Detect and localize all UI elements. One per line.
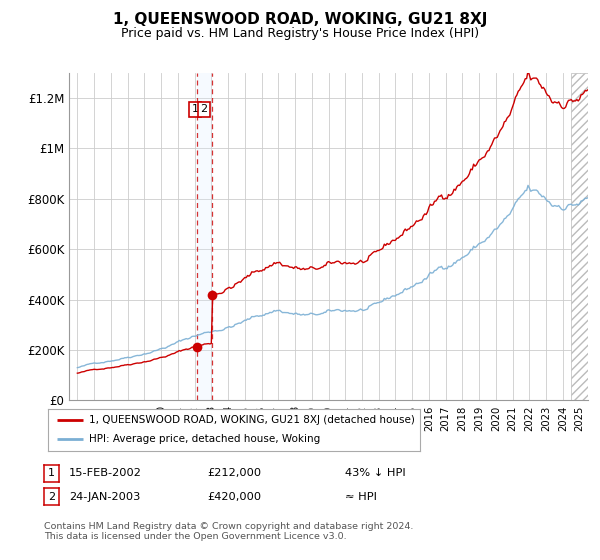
Text: 24-JAN-2003: 24-JAN-2003 (69, 492, 140, 502)
Text: Price paid vs. HM Land Registry's House Price Index (HPI): Price paid vs. HM Land Registry's House … (121, 27, 479, 40)
Text: HPI: Average price, detached house, Woking: HPI: Average price, detached house, Woki… (89, 435, 320, 445)
Text: 2: 2 (48, 492, 55, 502)
Bar (571, 73, 590, 400)
Text: This data is licensed under the Open Government Licence v3.0.: This data is licensed under the Open Gov… (44, 532, 346, 541)
Text: 15-FEB-2002: 15-FEB-2002 (69, 468, 142, 478)
Text: 1: 1 (191, 104, 199, 114)
Text: £212,000: £212,000 (207, 468, 261, 478)
Bar (197, 73, 212, 400)
Text: 1, QUEENSWOOD ROAD, WOKING, GU21 8XJ: 1, QUEENSWOOD ROAD, WOKING, GU21 8XJ (113, 12, 487, 27)
Text: 1, QUEENSWOOD ROAD, WOKING, GU21 8XJ (detached house): 1, QUEENSWOOD ROAD, WOKING, GU21 8XJ (de… (89, 415, 415, 425)
Text: 1: 1 (48, 468, 55, 478)
Text: ≈ HPI: ≈ HPI (345, 492, 377, 502)
Text: 43% ↓ HPI: 43% ↓ HPI (345, 468, 406, 478)
Text: 2: 2 (200, 104, 208, 114)
Text: £420,000: £420,000 (207, 492, 261, 502)
Text: Contains HM Land Registry data © Crown copyright and database right 2024.: Contains HM Land Registry data © Crown c… (44, 522, 413, 531)
